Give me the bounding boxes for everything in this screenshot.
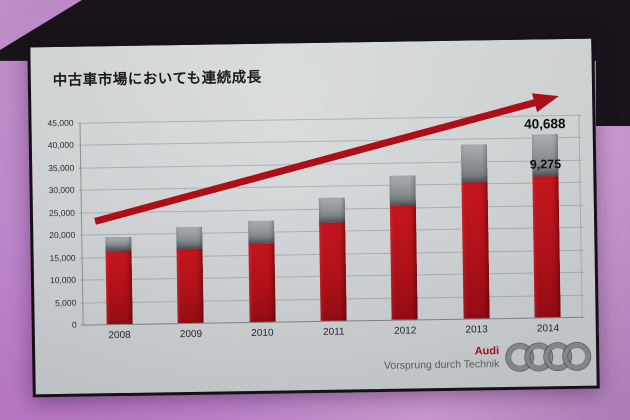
bar-segment-red [176, 248, 204, 324]
bar-chart-plot-area: 0 5,000 10,000 15,000 20,000 25,000 30,000 35,0… [47, 114, 585, 341]
stacked-bar-2011 [318, 197, 347, 321]
audi-slogan: Vorsprung durch Technik [383, 357, 500, 372]
bar-segment-gray [460, 144, 488, 183]
y-axis-tick-label: 10,000 [49, 274, 77, 286]
audi-ring-4 [563, 342, 591, 371]
bar-segment-gray [389, 175, 417, 206]
audi-rings-icon [506, 342, 591, 371]
x-axis-tick-label: 2008 [108, 329, 131, 342]
audi-wordmark-block: Audi Vorsprung durch Technik [384, 345, 500, 372]
stacked-bar-2013 [460, 144, 490, 319]
stacked-bar-2010 [247, 221, 276, 323]
presentation-slide: 中古車市場においても連続成長 0 5,000 10,000 15,000 20,000 2… [27, 35, 600, 398]
y-axis-tick-label: 15,000 [49, 252, 76, 263]
bar-segment-gray [105, 236, 132, 252]
bar-segment-gray [176, 226, 203, 250]
bar-segment-red [247, 243, 276, 323]
x-axis-tick-label: 2012 [394, 325, 417, 337]
bar-segment-gray [247, 221, 274, 245]
audi-brand-block: Audi Vorsprung durch Technik [384, 342, 591, 373]
y-axis-tick-label: 5,000 [54, 297, 77, 308]
bar-segment-red [532, 176, 561, 318]
stacked-bar-2008 [105, 236, 133, 325]
bar-segment-gray [318, 197, 346, 223]
x-axis-tick-label: 2010 [251, 327, 274, 339]
bar-segment-red [461, 181, 490, 319]
bar-segment-red [105, 250, 133, 325]
stacked-bar-2009 [176, 226, 204, 324]
y-axis-tick-label: 35,000 [48, 162, 75, 174]
y-axis-tick-label: 25,000 [48, 207, 75, 218]
y-axis-tick-label: 0 [71, 319, 77, 330]
stacked-bar-2012 [389, 175, 419, 320]
bar-segment-red [319, 222, 347, 321]
y-axis-tick-label: 20,000 [49, 229, 76, 241]
bar-segment-red [390, 205, 419, 320]
y-axis-tick-label: 45,000 [47, 117, 74, 129]
x-axis-tick-label: 2014 [536, 323, 560, 335]
gridline [78, 182, 583, 192]
x-axis-tick-label: 2009 [179, 328, 203, 341]
gridline [77, 114, 582, 124]
slide-title: 中古車市場においても連続成長 [52, 69, 262, 90]
y-axis-tick-label: 40,000 [47, 140, 74, 151]
data-label-40688: 40,688 [524, 116, 566, 133]
y-axis-tick-label: 30,000 [48, 185, 75, 196]
data-label-9275: 9,275 [529, 157, 562, 172]
gridline [78, 159, 583, 169]
gridline [77, 137, 582, 147]
x-axis-tick-label: 2013 [465, 324, 488, 336]
x-axis-tick-label: 2011 [322, 326, 345, 338]
audi-wordmark: Audi [474, 345, 500, 358]
